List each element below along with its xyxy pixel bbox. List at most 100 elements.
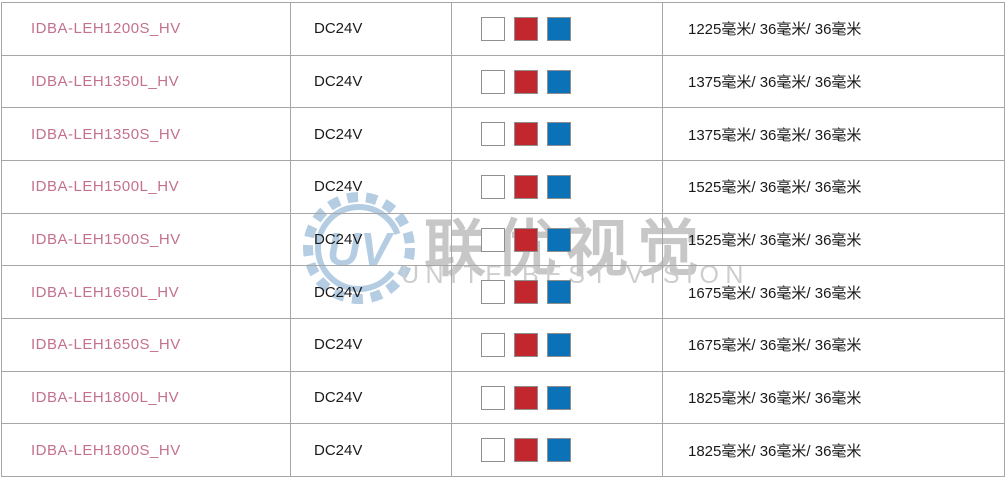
table-row: IDBA-LEH1500L_HV DC24V 1525毫米/ 36毫米/ 36毫…: [2, 161, 1004, 214]
dimensions-cell: 1675毫米/ 36毫米/ 36毫米: [663, 266, 1004, 318]
color-swatch-red: [514, 122, 538, 147]
colors-cell: [452, 213, 663, 266]
voltage-cell: DC24V: [291, 108, 452, 161]
color-swatch-white: [481, 69, 505, 94]
voltage-text: DC24V: [314, 441, 363, 459]
table-row: IDBA-LEH1650L_HV DC24V 1675毫米/ 36毫米/ 36毫…: [2, 266, 1004, 320]
color-swatch-blue: [547, 280, 571, 305]
color-swatch-red: [514, 69, 538, 94]
voltage-cell: DC24V: [291, 371, 452, 424]
color-swatch-red: [514, 16, 538, 41]
color-swatch-blue: [547, 122, 571, 147]
color-swatch-red: [514, 385, 538, 410]
dimensions-text: 1675毫米/ 36毫米/ 36毫米: [688, 284, 862, 302]
voltage-text: DC24V: [314, 389, 363, 407]
color-swatch-white: [481, 174, 505, 199]
color-swatch-blue: [547, 69, 571, 94]
dimensions-text: 1375毫米/ 36毫米/ 36毫米: [688, 74, 862, 91]
dimensions-text: 1525毫米/ 36毫米/ 36毫米: [688, 232, 862, 250]
model-link[interactable]: IDBA-LEH1500S_HV: [31, 231, 181, 249]
color-swatch-white: [481, 227, 505, 252]
model-cell: IDBA-LEH1800S_HV: [2, 424, 291, 477]
color-swatch-white: [481, 332, 505, 357]
dimensions-text: 1825毫米/ 36毫米/ 36毫米: [688, 442, 862, 460]
model-cell: IDBA-LEH1650L_HV: [2, 266, 291, 319]
model-link[interactable]: IDBA-LEH1500L_HV: [31, 178, 180, 196]
model-cell: IDBA-LEH1800L_HV: [2, 371, 291, 424]
dimensions-cell: 1375毫米/ 36毫米/ 36毫米: [663, 56, 1004, 108]
product-spec-table: IDBA-LEH1200S_HV DC24V 1225毫米/ 36毫米/ 36毫…: [1, 2, 1005, 477]
color-swatch-white: [481, 122, 505, 147]
dimensions-cell: 1225毫米/ 36毫米/ 36毫米: [663, 3, 1004, 55]
color-swatch-blue: [547, 438, 571, 463]
voltage-text: DC24V: [314, 73, 363, 90]
model-cell: IDBA-LEH1500L_HV: [2, 161, 291, 213]
model-cell: IDBA-LEH1500S_HV: [2, 213, 291, 266]
dimensions-text: 1375毫米/ 36毫米/ 36毫米: [688, 126, 862, 144]
color-swatch-white: [481, 438, 505, 463]
voltage-cell: DC24V: [291, 161, 452, 213]
voltage-cell: DC24V: [291, 3, 452, 55]
colors-cell: [452, 3, 663, 55]
model-cell: IDBA-LEH1350L_HV: [2, 55, 291, 108]
dimensions-text: 1675毫米/ 36毫米/ 36毫米: [688, 337, 862, 355]
dimensions-text: 1525毫米/ 36毫米/ 36毫米: [688, 179, 862, 197]
dimensions-cell: 1525毫米/ 36毫米/ 36毫米: [663, 161, 1004, 213]
colors-cell: [452, 55, 663, 108]
table-row: IDBA-LEH1350S_HV DC24V 1375毫米/ 36毫米/ 36毫…: [2, 108, 1004, 162]
dimensions-cell: 1825毫米/ 36毫米/ 36毫米: [663, 424, 1004, 476]
dimensions-cell: 1375毫米/ 36毫米/ 36毫米: [663, 108, 1004, 160]
model-link[interactable]: IDBA-LEH1800L_HV: [31, 389, 180, 407]
colors-cell: [452, 108, 663, 161]
voltage-text: DC24V: [314, 125, 363, 143]
voltage-text: DC24V: [314, 178, 363, 196]
colors-cell: [452, 424, 663, 477]
dimensions-text: 1825毫米/ 36毫米/ 36毫米: [688, 390, 862, 408]
voltage-cell: DC24V: [291, 55, 452, 108]
voltage-cell: DC24V: [291, 213, 452, 266]
model-link[interactable]: IDBA-LEH1350S_HV: [31, 125, 181, 143]
table-row: IDBA-LEH1500S_HV DC24V 1525毫米/ 36毫米/ 36毫…: [2, 213, 1004, 267]
color-swatch-blue: [547, 16, 571, 41]
model-cell: IDBA-LEH1350S_HV: [2, 108, 291, 161]
colors-cell: [452, 161, 663, 213]
model-link[interactable]: IDBA-LEH1650L_HV: [31, 283, 180, 301]
color-swatch-red: [514, 280, 538, 305]
color-swatch-white: [481, 385, 505, 410]
dimensions-cell: 1825毫米/ 36毫米/ 36毫米: [663, 372, 1004, 424]
color-swatch-white: [481, 280, 505, 305]
color-swatch-blue: [547, 174, 571, 199]
model-cell: IDBA-LEH1200S_HV: [2, 3, 291, 55]
table-row: IDBA-LEH1350L_HV DC24V 1375毫米/ 36毫米/ 36毫…: [2, 55, 1004, 109]
colors-cell: [452, 371, 663, 424]
color-swatch-red: [514, 227, 538, 252]
color-swatch-red: [514, 438, 538, 463]
dimensions-cell: 1525毫米/ 36毫米/ 36毫米: [663, 214, 1004, 266]
color-swatch-blue: [547, 332, 571, 357]
colors-cell: [452, 319, 663, 371]
table-row: IDBA-LEH1800S_HV DC24V 1825毫米/ 36毫米/ 36毫…: [2, 424, 1004, 477]
voltage-text: DC24V: [314, 336, 363, 354]
model-link[interactable]: IDBA-LEH1200S_HV: [31, 20, 181, 38]
voltage-cell: DC24V: [291, 319, 452, 371]
table-row: IDBA-LEH1650S_HV DC24V 1675毫米/ 36毫米/ 36毫…: [2, 319, 1004, 372]
model-link[interactable]: IDBA-LEH1350L_HV: [31, 73, 180, 90]
dimensions-cell: 1675毫米/ 36毫米/ 36毫米: [663, 319, 1004, 371]
voltage-cell: DC24V: [291, 424, 452, 477]
color-swatch-red: [514, 174, 538, 199]
dimensions-text: 1225毫米/ 36毫米/ 36毫米: [688, 21, 862, 39]
color-swatch-blue: [547, 385, 571, 410]
voltage-cell: DC24V: [291, 266, 452, 319]
model-link[interactable]: IDBA-LEH1650S_HV: [31, 336, 181, 354]
voltage-text: DC24V: [314, 283, 363, 301]
table-row: IDBA-LEH1800L_HV DC24V 1825毫米/ 36毫米/ 36毫…: [2, 371, 1004, 425]
colors-cell: [452, 266, 663, 319]
color-swatch-red: [514, 332, 538, 357]
color-swatch-blue: [547, 227, 571, 252]
model-cell: IDBA-LEH1650S_HV: [2, 319, 291, 371]
voltage-text: DC24V: [314, 20, 363, 38]
voltage-text: DC24V: [314, 231, 363, 249]
table-row: IDBA-LEH1200S_HV DC24V 1225毫米/ 36毫米/ 36毫…: [2, 3, 1004, 56]
color-swatch-white: [481, 16, 505, 41]
model-link[interactable]: IDBA-LEH1800S_HV: [31, 441, 181, 459]
